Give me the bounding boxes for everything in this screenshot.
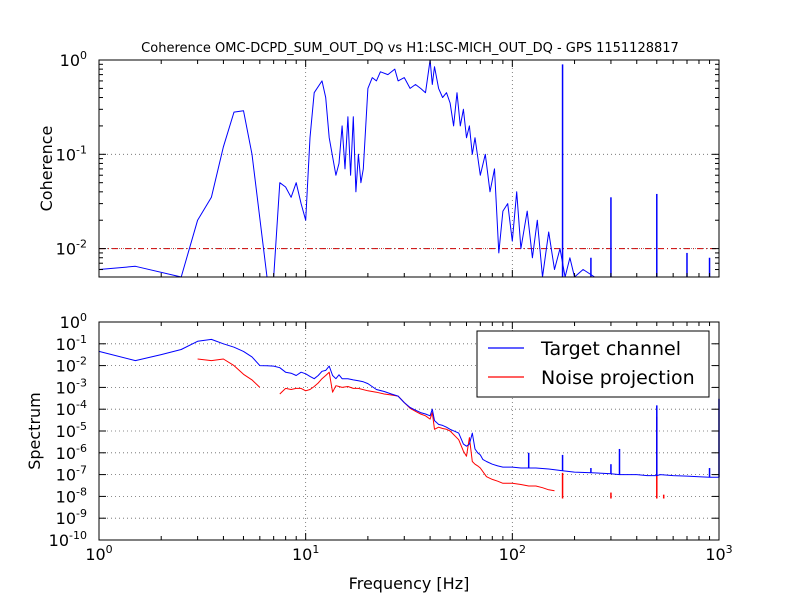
noise-projection-line-2 [279, 371, 555, 492]
spectrum-xtick-label: 102 [499, 543, 526, 564]
spectrum-ytick-label: 10-3 [56, 376, 87, 397]
spectrum-xtick-label: 103 [705, 543, 732, 564]
coherence-series-group [98, 59, 719, 278]
spectrum-ytick-label: 10-8 [56, 485, 87, 506]
spectrum-xtick-label: 100 [85, 543, 112, 564]
coherence-ytick-label: 100 [60, 49, 87, 70]
spectrum-ylabel: Spectrum [25, 392, 44, 470]
coherence-ytick-label: 10-1 [56, 143, 87, 164]
spectrum-ytick-label: 10-1 [56, 333, 87, 354]
target-channel-line [98, 338, 719, 478]
coherence-ticks: 10-2 10-1 100 [56, 49, 719, 277]
legend-label-target: Target channel [540, 338, 681, 360]
noise-projection-line-1 [197, 358, 261, 388]
spectrum-ytick-label: 10-9 [56, 507, 87, 528]
spectrum-xtick-label: 101 [292, 543, 319, 564]
coherence-series-line [98, 59, 719, 278]
spectrum-ticks: 10-1010-910-810-710-610-510-410-310-210-… [49, 311, 733, 564]
spectrum-ytick-label: 10-10 [49, 529, 87, 550]
legend: Target channel Noise projection [476, 330, 710, 398]
coherence-ylabel: Coherence [37, 126, 56, 212]
legend-label-noise: Noise projection [541, 367, 695, 389]
spectrum-panel: 10-1010-910-810-710-610-510-410-310-210-… [25, 311, 733, 593]
coherence-panel: 10-2 10-1 100 Coherence [37, 49, 720, 278]
spectrum-ytick-label: 10-4 [56, 398, 87, 419]
spectrum-ytick-label: 10-7 [56, 464, 87, 485]
legend-box [476, 330, 710, 398]
spectrum-ytick-label: 100 [60, 311, 87, 332]
coherence-title: Coherence OMC-DCPD_SUM_OUT_DQ vs H1:LSC-… [141, 41, 679, 56]
spectrum-ytick-label: 10-6 [56, 442, 87, 463]
spectrum-xlabel: Frequency [Hz] [349, 574, 470, 593]
spectrum-ytick-label: 10-2 [56, 355, 87, 376]
coherence-ytick-label: 10-2 [56, 238, 87, 259]
spectrum-ytick-label: 10-5 [56, 420, 87, 441]
